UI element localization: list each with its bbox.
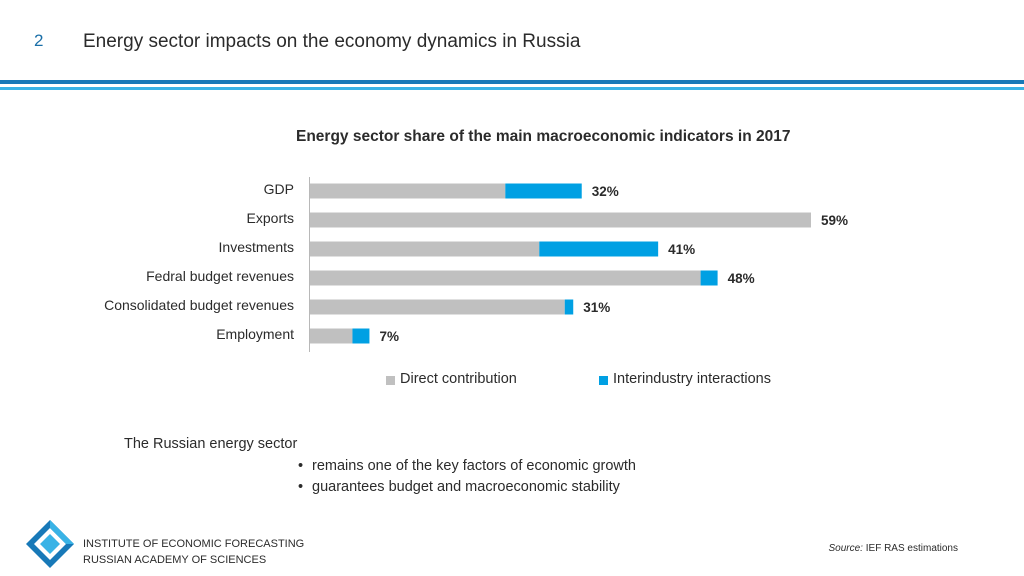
- slide-number: 2: [34, 31, 44, 50]
- header-rule-dark: [0, 80, 1024, 84]
- value-label: 48%: [728, 271, 755, 286]
- source-text: IEF RAS estimations: [862, 543, 958, 554]
- legend-label-inter: Interindustry interactions: [613, 371, 771, 387]
- legend-item-inter: Interindustry interactions: [599, 371, 771, 387]
- bar-direct-contribution: [310, 270, 701, 286]
- slide-title: Energy sector impacts on the economy dyn…: [83, 31, 581, 52]
- chart-title: Energy sector share of the main macroeco…: [296, 128, 791, 145]
- category-label: GDP: [264, 181, 294, 197]
- bar-direct-contribution: [310, 241, 540, 257]
- legend-item-direct: Direct contribution: [386, 371, 517, 387]
- summary-intro: The Russian energy sector: [124, 436, 298, 452]
- bar-direct-contribution: [310, 212, 811, 228]
- bar-interindustry-interactions: [564, 299, 574, 315]
- value-label: 31%: [583, 300, 610, 315]
- category-label: Fedral budget revenues: [146, 268, 294, 284]
- summary-bullet-text: remains one of the key factors of econom…: [312, 458, 636, 474]
- summary-bullet: • remains one of the key factors of econo…: [298, 458, 636, 474]
- legend-swatch-direct: [386, 376, 395, 385]
- value-label: 59%: [821, 213, 848, 228]
- category-label: Consolidated budget revenues: [104, 297, 294, 313]
- summary-bullet: • guarantees budget and macroeconomic sta…: [298, 478, 620, 495]
- bar-direct-contribution: [310, 328, 353, 344]
- institute-name: INSTITUTE OF ECONOMIC FORECASTING RUSSIA…: [83, 536, 304, 568]
- institute-line-1: INSTITUTE OF ECONOMIC FORECASTING: [83, 538, 305, 550]
- legend-swatch-inter: [599, 376, 608, 385]
- legend-label-direct: Direct contribution: [400, 371, 517, 387]
- value-label: 7%: [379, 329, 399, 344]
- bar-interindustry-interactions: [700, 270, 718, 286]
- header-rule-light: [0, 87, 1024, 90]
- bar-interindustry-interactions: [505, 183, 582, 199]
- institute-line-2: RUSSIAN ACADEMY OF SCIENCES: [83, 554, 267, 566]
- category-label: Employment: [216, 326, 294, 342]
- bar-interindustry-interactions: [352, 328, 370, 344]
- value-label: 41%: [668, 242, 695, 257]
- category-label: Exports: [247, 210, 294, 226]
- summary-bullet-text: guarantees budget and macroeconomic stab…: [312, 478, 620, 495]
- ief-ras-logo-icon: [26, 520, 74, 568]
- source-note: Source: IEF RAS estimations: [829, 543, 959, 554]
- bar-interindustry-interactions: [539, 241, 659, 257]
- bar-direct-contribution: [310, 299, 565, 315]
- source-prefix: Source:: [828, 543, 863, 554]
- value-label: 32%: [592, 184, 619, 199]
- summary-bullets: • remains one of the key factors of econo…: [298, 456, 636, 497]
- category-label: Investments: [219, 239, 294, 255]
- bar-direct-contribution: [310, 183, 506, 199]
